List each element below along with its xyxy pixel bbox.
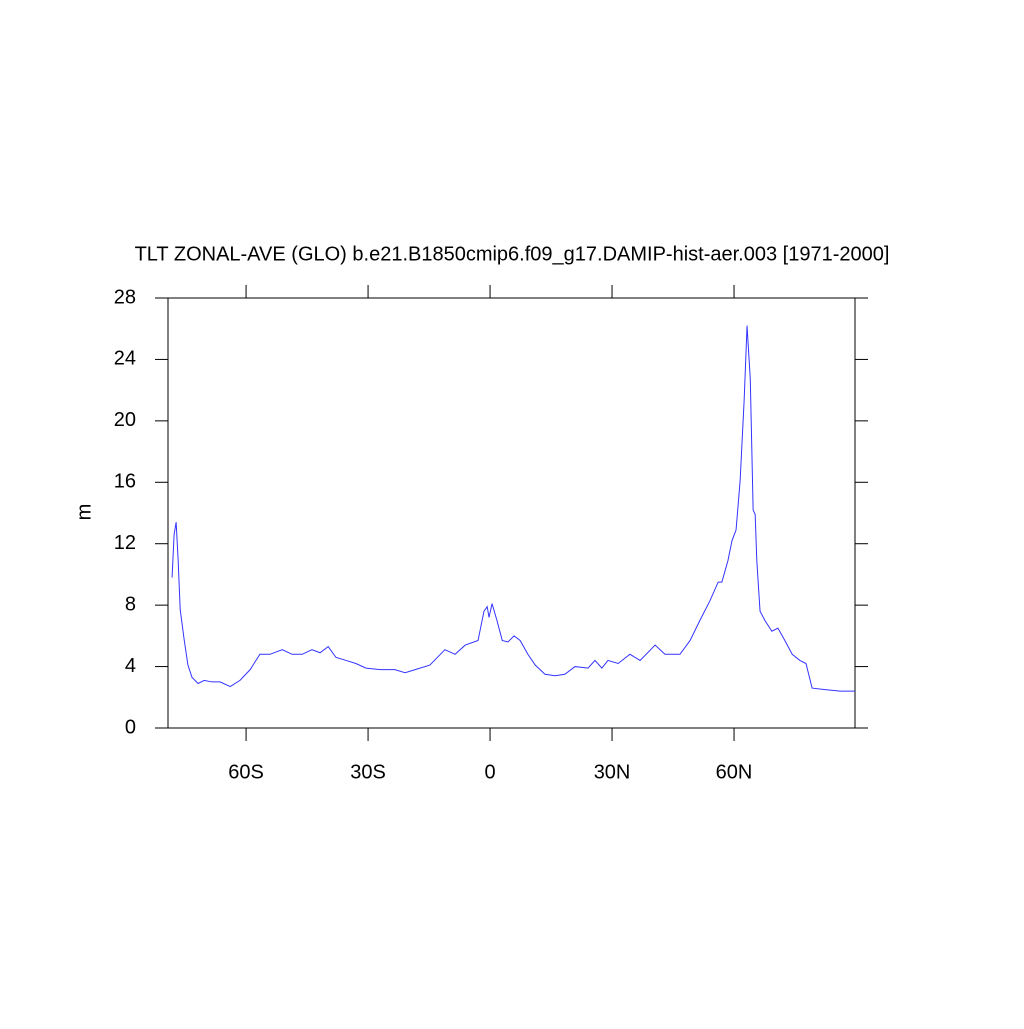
y-tick-label: 4 [125,655,136,677]
chart-title: TLT ZONAL-AVE (GLO) b.e21.B1850cmip6.f09… [135,243,890,265]
y-tick-label: 16 [114,471,136,493]
x-tick-label: 60S [228,761,264,783]
y-tick-label: 8 [125,593,136,615]
x-tick-label: 30N [594,761,631,783]
data-line [171,325,855,692]
y-tick-label: 0 [125,716,136,738]
x-tick-label: 30S [350,761,386,783]
y-tick-label: 12 [114,532,136,554]
y-axis-label: m [73,504,95,521]
plot-frame [167,297,856,729]
y-tick-label: 28 [114,286,136,308]
x-tick-label: 0 [484,761,495,783]
y-tick-label: 24 [114,348,136,370]
x-tick-label: 60N [716,761,753,783]
y-tick-label: 20 [114,409,136,431]
